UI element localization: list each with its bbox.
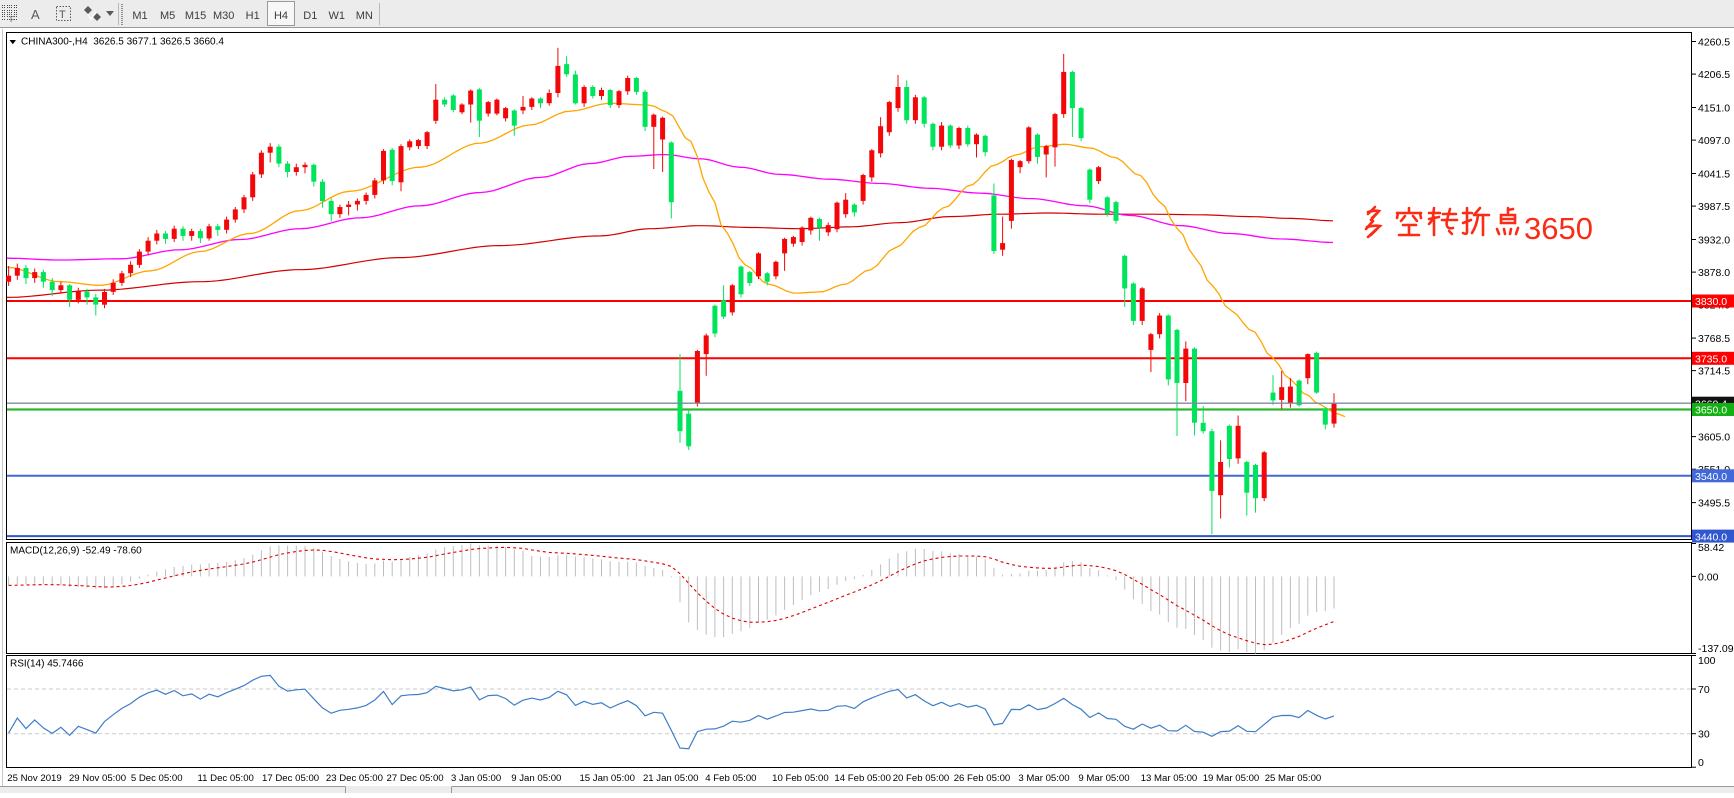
svg-text:4097.0: 4097.0 (1698, 135, 1730, 147)
svg-text:F: F (10, 15, 15, 24)
svg-text:H1: H1 (246, 10, 260, 22)
svg-text:3605.0: 3605.0 (1698, 432, 1730, 444)
svg-text:30: 30 (1698, 729, 1710, 741)
svg-text:3830.0: 3830.0 (1695, 296, 1727, 308)
svg-text:11 Dec 05:00: 11 Dec 05:00 (198, 773, 254, 784)
svg-text:19 Mar 05:00: 19 Mar 05:00 (1203, 773, 1260, 784)
svg-text:29 Nov 05:00: 29 Nov 05:00 (69, 773, 126, 784)
svg-text:4 Feb 05:00: 4 Feb 05:00 (705, 773, 756, 784)
svg-text:17 Dec 05:00: 17 Dec 05:00 (262, 773, 319, 784)
svg-text:D1: D1 (303, 10, 317, 22)
svg-text:21 Jan 05:00: 21 Jan 05:00 (643, 773, 698, 784)
svg-text:-137.09: -137.09 (1698, 643, 1734, 655)
svg-text:M5: M5 (160, 10, 175, 22)
svg-text:3650: 3650 (1524, 211, 1593, 246)
svg-text:M1: M1 (132, 10, 147, 22)
svg-text:10 Feb 05:00: 10 Feb 05:00 (772, 773, 829, 784)
svg-text:25 Mar 05:00: 25 Mar 05:00 (1265, 773, 1322, 784)
svg-text:3 Jan 05:00: 3 Jan 05:00 (451, 773, 501, 784)
svg-text:14 Feb 05:00: 14 Feb 05:00 (834, 773, 891, 784)
svg-text:3540.0: 3540.0 (1695, 471, 1727, 483)
svg-text:H4: H4 (274, 10, 288, 22)
svg-text:23 Dec 05:00: 23 Dec 05:00 (326, 773, 383, 784)
svg-text:3495.5: 3495.5 (1698, 498, 1730, 510)
svg-text:15 Jan 05:00: 15 Jan 05:00 (579, 773, 634, 784)
svg-text:0: 0 (1698, 757, 1704, 769)
svg-text:3768.5: 3768.5 (1698, 333, 1730, 345)
svg-text:9 Jan 05:00: 9 Jan 05:00 (511, 773, 561, 784)
svg-text:W1: W1 (328, 10, 345, 22)
svg-text:26 Feb 05:00: 26 Feb 05:00 (954, 773, 1011, 784)
svg-text:3714.5: 3714.5 (1698, 366, 1730, 378)
svg-text:58.42: 58.42 (1698, 542, 1724, 554)
svg-text:4151.0: 4151.0 (1698, 103, 1730, 115)
svg-text:T: T (59, 9, 66, 21)
svg-text:M15: M15 (185, 10, 206, 22)
svg-text:9 Mar 05:00: 9 Mar 05:00 (1078, 773, 1129, 784)
svg-text:CHINA300-,H4 3626.5 3677.1 36: CHINA300-,H4 3626.5 3677.1 3626.5 3660.4 (21, 37, 224, 48)
svg-text:3 Mar 05:00: 3 Mar 05:00 (1018, 773, 1069, 784)
svg-text:4260.5: 4260.5 (1698, 37, 1730, 49)
svg-text:13 Mar 05:00: 13 Mar 05:00 (1141, 773, 1198, 784)
svg-text:3932.0: 3932.0 (1698, 235, 1730, 247)
svg-text:4041.5: 4041.5 (1698, 169, 1730, 181)
svg-text:A: A (31, 7, 40, 22)
svg-text:20 Feb 05:00: 20 Feb 05:00 (893, 773, 950, 784)
svg-text:5 Dec 05:00: 5 Dec 05:00 (131, 773, 183, 784)
svg-text:3650.0: 3650.0 (1695, 405, 1727, 417)
svg-text:MACD(12,26,9) -52.49 -78.60: MACD(12,26,9) -52.49 -78.60 (10, 546, 142, 557)
svg-text:RSI(14) 45.7466: RSI(14) 45.7466 (10, 659, 84, 670)
svg-text:3987.5: 3987.5 (1698, 201, 1730, 213)
svg-text:0.00: 0.00 (1698, 571, 1719, 583)
svg-text:70: 70 (1698, 684, 1710, 696)
svg-text:MN: MN (356, 10, 373, 22)
svg-text:27 Dec 05:00: 27 Dec 05:00 (387, 773, 444, 784)
svg-text:3735.0: 3735.0 (1695, 354, 1727, 366)
svg-text:25 Nov 2019: 25 Nov 2019 (7, 773, 61, 784)
svg-text:100: 100 (1698, 655, 1716, 667)
svg-text:3878.0: 3878.0 (1698, 267, 1730, 279)
svg-text:4206.5: 4206.5 (1698, 69, 1730, 81)
svg-text:M30: M30 (213, 10, 234, 22)
